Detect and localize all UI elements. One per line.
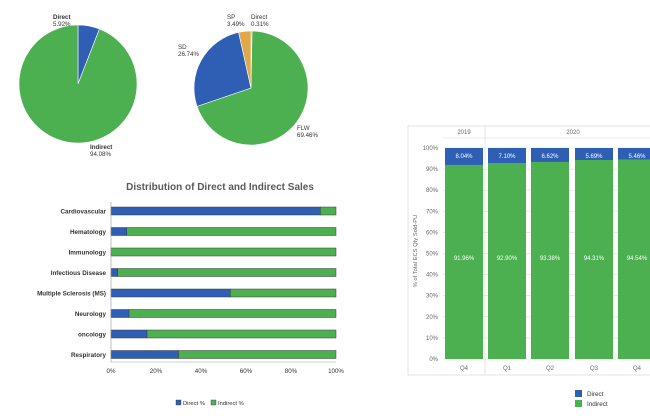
bar-indirect: [230, 288, 337, 298]
bar-direct: [110, 268, 118, 277]
category-label: Infectious Disease: [51, 270, 107, 277]
y-tick-label: 100%: [423, 146, 439, 152]
y-tick-label: 0%: [429, 357, 438, 363]
pie-label-value: 69.46%: [297, 132, 318, 139]
data-label-indirect: 91.96%: [454, 256, 475, 262]
quarterly-stacked-bar-chart: 2019 2020 0% 10% 20% 30% 40% 50% 60% 70% 80% 90% 100…: [407, 125, 650, 408]
category-label: Hematology: [70, 229, 107, 236]
legend-label: Direct: [587, 391, 604, 398]
bar-direct: [445, 148, 483, 165]
category-label: Cardiovascular: [61, 209, 107, 216]
category-label: oncology: [78, 332, 106, 339]
y-tick-label: 20%: [426, 315, 439, 321]
legend-swatch: [575, 400, 582, 407]
y-tick-label: 30%: [426, 294, 439, 300]
category-label: Multiple Sclerosis (MS): [37, 291, 106, 298]
bar-direct: [110, 288, 231, 298]
pie-label-name: SP: [227, 14, 235, 21]
x-tick-label: Q3: [590, 366, 599, 372]
bar-indirect: [117, 268, 337, 277]
bar-indirect: [178, 350, 337, 359]
bar-direct: [110, 329, 148, 339]
bar-direct: [110, 227, 127, 236]
category-label: Respiratory: [71, 352, 106, 359]
x-tick-label: 20%: [150, 368, 163, 375]
bar-indirect: [618, 159, 650, 359]
bar-indirect: [146, 329, 337, 339]
pie-slice-sd: [193, 32, 252, 107]
y-tick-label: 80%: [426, 188, 439, 194]
legend-swatch: [575, 390, 582, 397]
bar-direct: [110, 350, 179, 359]
bar-indirect: [531, 161, 569, 359]
pie-slice-flw: [196, 30, 309, 146]
bar-indirect: [128, 309, 337, 318]
y-tick-label: 60%: [426, 230, 439, 236]
data-label-direct: 6.62%: [541, 154, 559, 160]
data-label-indirect: 94.31%: [584, 256, 605, 262]
y-tick-label: 40%: [426, 273, 439, 279]
legend-swatch: [175, 399, 182, 406]
x-tick-label: Q4: [460, 366, 469, 372]
bar-indirect: [320, 206, 337, 216]
pie-label-name: SD: [178, 44, 187, 51]
pie-label-name: FLW: [297, 125, 310, 132]
legend-label: Direct %: [183, 401, 205, 407]
bar-direct: [110, 309, 130, 318]
chart-title: Distribution of Direct and Indirect Sale…: [126, 182, 314, 193]
bar-indirect: [488, 162, 526, 359]
category-label: Neurology: [75, 311, 107, 318]
bar-indirect: [110, 247, 337, 257]
pie-slice-indirect: [18, 24, 138, 144]
bar-indirect: [575, 160, 613, 359]
data-label-direct: 7.10%: [498, 154, 516, 160]
category-label: Immunology: [69, 250, 107, 257]
pie-label-name: Direct: [53, 14, 71, 21]
y-tick-label: 50%: [426, 252, 439, 258]
bar-direct: [618, 148, 650, 160]
bar-direct: [575, 148, 613, 161]
distribution-bar-chart: Distribution of Direct and Indirect Sale…: [37, 182, 344, 407]
x-tick-label: Q1: [503, 366, 512, 372]
data-label-indirect: 92.90%: [497, 256, 518, 262]
legend-label: Indirect %: [218, 401, 244, 407]
pie-slice-sp: [238, 30, 252, 89]
pie-label-value: 0.31%: [251, 21, 269, 28]
data-label-indirect: 93.38%: [540, 256, 561, 262]
bar-indirect: [445, 164, 483, 359]
pie-label-value: 94.08%: [90, 151, 111, 158]
y-tick-label: 70%: [426, 209, 439, 215]
data-label-indirect: 94.54%: [627, 256, 648, 262]
x-tick-label: 80%: [285, 368, 298, 375]
pie-label-name: Indirect: [90, 144, 112, 151]
pie-label-name: Direct: [251, 14, 267, 21]
x-tick-label: 100%: [328, 368, 344, 375]
bar-direct: [488, 148, 526, 163]
x-tick-label: 40%: [195, 368, 208, 375]
pie-label-value: 5.92%: [53, 21, 71, 28]
pie-label-value: 3.49%: [227, 21, 245, 28]
bar-direct: [110, 206, 321, 216]
y-tick-label: 90%: [426, 167, 439, 173]
x-tick-label: Q2: [546, 366, 555, 372]
bar-indirect: [126, 227, 337, 236]
data-label-direct: 5.69%: [585, 154, 603, 160]
x-tick-label: Q4: [633, 366, 642, 372]
bar-direct: [531, 148, 569, 162]
pie-label-value: 26.74%: [178, 51, 199, 58]
data-label-direct: 5.46%: [628, 154, 646, 160]
x-tick-label: 60%: [240, 368, 253, 375]
group-label: 2020: [566, 130, 580, 136]
y-axis-label: % of Total ECS Qty Sold-PU: [413, 215, 419, 288]
legend-label: Indirect: [587, 401, 608, 408]
y-tick-label: 10%: [426, 336, 439, 342]
legend-swatch: [210, 399, 217, 406]
x-tick-label: 0%: [107, 368, 116, 375]
group-label: 2019: [457, 130, 471, 136]
data-label-direct: 8.04%: [455, 154, 473, 160]
